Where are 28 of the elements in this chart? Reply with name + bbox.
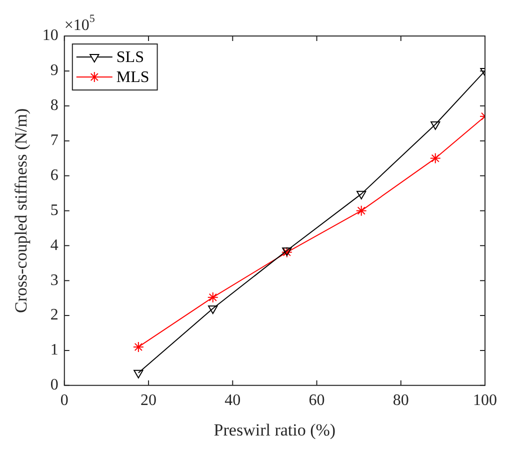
point [207,292,218,303]
y-tick-label: 10 [42,27,58,44]
y-tick-label: 2 [50,306,58,324]
point [430,121,440,130]
y-tick-label: 9 [50,62,58,80]
x-axis-title: Preswirl ratio (%) [214,420,336,440]
x-tick-label: 40 [224,392,241,410]
y-axis-title: Cross-coupled stiffness (N/m) [12,108,31,314]
point [430,152,441,164]
y-tick-label: 8 [50,97,58,114]
y-tick-label: 5 [50,202,58,219]
point [208,306,218,314]
point [356,205,367,216]
x-tick-label: 80 [392,392,409,410]
x-tick-label: 100 [473,392,497,410]
x-tick-label: 60 [308,392,325,410]
y-tick-label: 6 [50,166,58,184]
legend-label: SLS [116,49,144,66]
y-tick-label: 7 [50,132,58,150]
point [132,341,144,352]
point [356,190,366,200]
y-tick-label: 0 [50,376,58,394]
y-tick-label: 4 [50,236,58,254]
legend-label: MLS [116,69,150,86]
x-tick-label: 20 [140,392,157,410]
point [134,370,144,378]
y-tick-label: 3 [50,272,58,289]
y-tick-label: 1 [50,342,58,359]
